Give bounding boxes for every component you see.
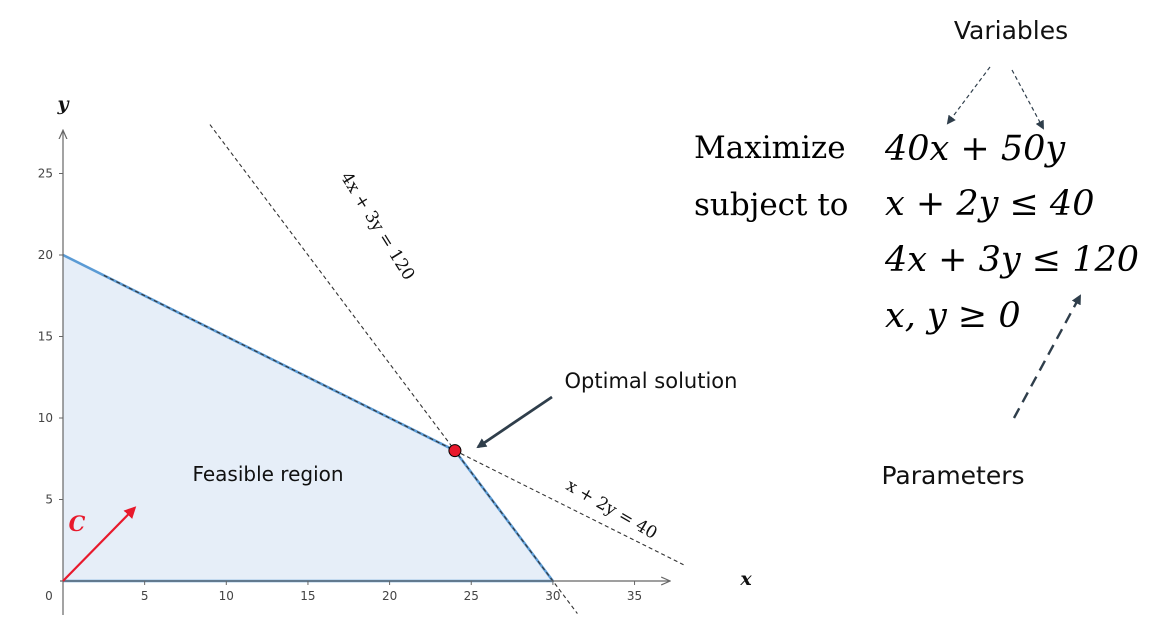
objective-vector-label: C	[69, 511, 86, 536]
parameters-arrow	[1012, 294, 1082, 419]
constraint-3: x, y ≥ 0	[885, 296, 1021, 336]
optimal-solution-arrow	[476, 395, 553, 449]
axis-ticks: 0 5 10 15 20 25 30 35 5 10 15 20 25	[38, 167, 642, 604]
x-tick-label: 5	[141, 589, 149, 603]
x-tick-label: 25	[464, 589, 479, 603]
variables-arrow-y	[1011, 69, 1044, 130]
lp-model: Variables Maximize subject to 40x + 50y …	[694, 16, 1139, 490]
constraint-2: 4x + 3y ≤ 120	[884, 240, 1139, 280]
feasible-region-graph: 0 5 10 15 20 25 30 35 5 10 15 20 25 x y Feasible reg…	[38, 93, 752, 615]
constraint-1: x + 2y ≤ 40	[885, 184, 1094, 224]
constraint-label-4x-3y: 4x + 3y = 120	[336, 169, 418, 284]
y-tick-label: 25	[38, 167, 53, 181]
optimal-point	[448, 444, 462, 458]
x-axis-label: x	[739, 568, 752, 590]
constraint-label-x-2y: x + 2y = 40	[562, 476, 660, 544]
constraint-line-x-2y	[103, 274, 684, 566]
constraint-line-4x-3y	[209, 124, 578, 614]
x-tick-label: 0	[45, 589, 53, 603]
variables-label: Variables	[954, 16, 1068, 45]
x-tick-label: 30	[545, 589, 560, 603]
parameters-label: Parameters	[881, 461, 1024, 490]
x-tick-label: 35	[627, 589, 642, 603]
x-tick-label: 15	[300, 589, 315, 603]
x-tick-label: 20	[382, 589, 397, 603]
maximize-word: Maximize	[694, 130, 846, 166]
objective-function: 40x + 50y	[884, 129, 1066, 169]
y-tick-label: 20	[38, 248, 53, 262]
y-tick-label: 5	[45, 493, 53, 507]
feasible-region	[63, 255, 553, 581]
objective-vector-arrow	[62, 506, 137, 582]
feasible-region-label: Feasible region	[192, 462, 343, 486]
x-tick-label: 10	[219, 589, 234, 603]
optimal-solution-label: Optimal solution	[565, 369, 738, 393]
y-axis-label: y	[56, 93, 70, 115]
y-tick-label: 10	[38, 411, 53, 425]
subject-to-word: subject to	[694, 187, 848, 223]
variables-arrow-x	[946, 66, 991, 125]
y-tick-label: 15	[38, 330, 53, 344]
